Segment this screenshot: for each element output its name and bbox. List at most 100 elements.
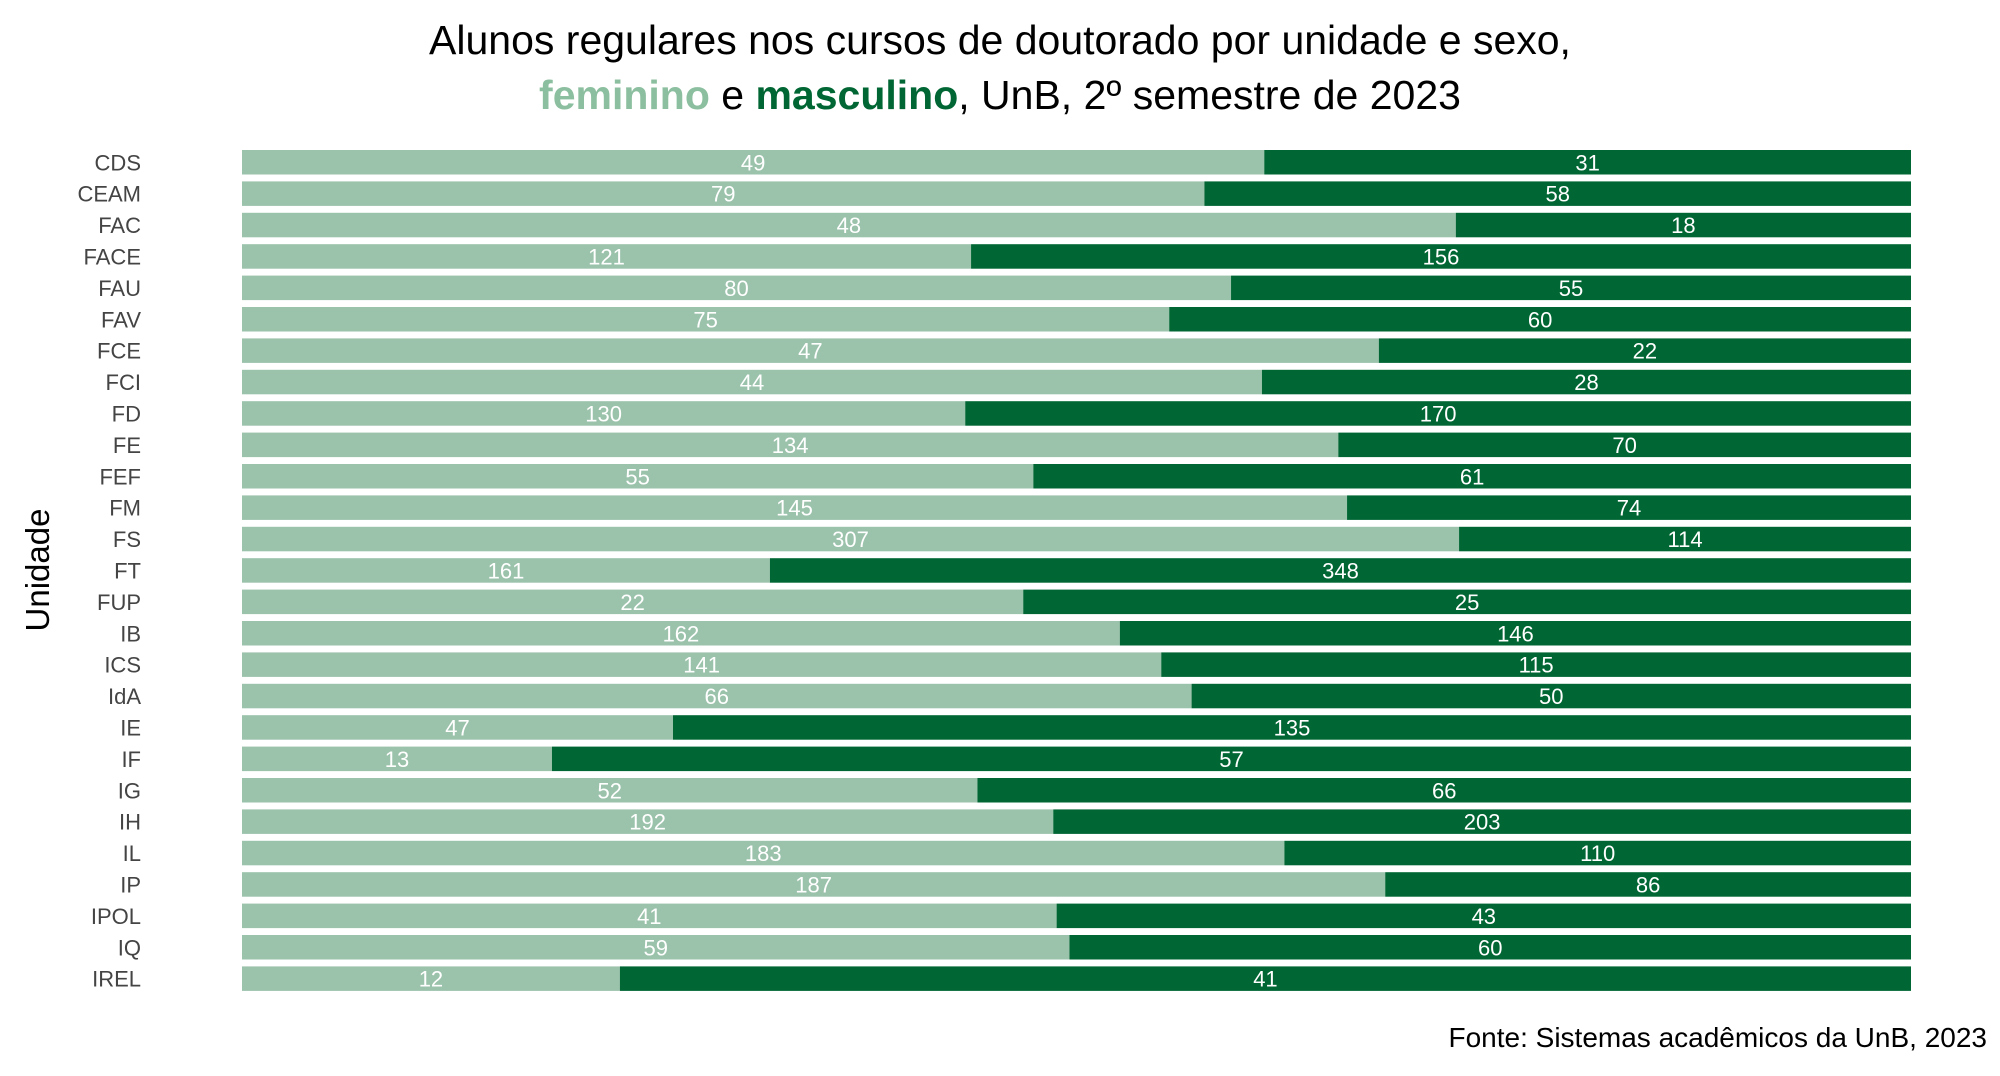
bar-feminino (242, 212, 1456, 238)
data-label-feminino: 12 (419, 967, 443, 992)
data-label-feminino: 44 (740, 370, 764, 395)
y-tick-label: FEF (99, 464, 141, 489)
bar-feminino (242, 652, 1162, 677)
data-label-masculino: 31 (1575, 150, 1599, 175)
data-label-feminino: 13 (385, 747, 409, 772)
data-label-masculino: 55 (1559, 276, 1583, 301)
bar-masculino (1119, 621, 1911, 646)
bar-feminino (242, 307, 1170, 332)
title-rest: , UnB, 2º semestre de 2023 (958, 72, 1461, 118)
y-tick-label: IB (120, 621, 141, 646)
bar-feminino (242, 558, 770, 583)
bar-feminino (242, 275, 1232, 301)
data-label-feminino: 187 (795, 872, 832, 897)
chart-title-line-2: feminino e masculino, UnB, 2º semestre d… (0, 70, 2000, 120)
bar-masculino (1053, 809, 1911, 834)
data-label-masculino: 348 (1322, 558, 1359, 583)
data-label-masculino: 58 (1545, 182, 1569, 207)
bar-masculino (1056, 903, 1911, 929)
data-label-masculino: 60 (1478, 935, 1502, 960)
data-label-masculino: 115 (1519, 653, 1554, 678)
bar-masculino (1261, 369, 1911, 395)
data-label-masculino: 50 (1539, 684, 1563, 709)
y-tick-label: IREL (92, 967, 141, 992)
y-tick-label: IE (120, 715, 141, 740)
data-label-feminino: 121 (588, 244, 625, 269)
data-label-masculino: 146 (1497, 621, 1534, 646)
bar-feminino (242, 495, 1348, 520)
y-tick-label: FAU (98, 276, 141, 301)
bar-masculino (1033, 464, 1911, 489)
bar-feminino (242, 715, 674, 740)
data-label-feminino: 192 (629, 810, 666, 835)
y-tick-label: IG (118, 778, 141, 803)
bar-masculino (673, 715, 1911, 740)
bar-feminino (242, 338, 1379, 363)
data-label-feminino: 48 (837, 213, 861, 238)
bar-masculino (619, 966, 1912, 991)
bar-feminino (242, 526, 1460, 552)
data-label-masculino: 25 (1455, 590, 1479, 615)
bar-feminino (242, 369, 1262, 395)
data-label-masculino: 28 (1574, 370, 1598, 395)
bar-feminino (242, 181, 1205, 206)
data-label-feminino: 161 (488, 558, 525, 583)
bar-masculino (1338, 432, 1911, 458)
bar-masculino (769, 558, 1911, 583)
y-tick-label: IdA (108, 684, 141, 709)
data-label-masculino: 18 (1671, 213, 1695, 238)
bar-masculino (1347, 495, 1911, 520)
data-label-masculino: 74 (1617, 496, 1641, 521)
data-label-masculino: 41 (1253, 967, 1277, 992)
data-label-feminino: 49 (741, 150, 765, 175)
bar-masculino (977, 778, 1911, 803)
bar-masculino (1023, 589, 1911, 615)
bar-masculino (965, 401, 1911, 426)
bar-feminino (242, 683, 1192, 709)
data-label-feminino: 145 (776, 496, 813, 521)
y-tick-label: FAV (101, 307, 141, 332)
y-tick-label: FE (113, 433, 141, 458)
data-label-feminino: 162 (663, 621, 700, 646)
y-tick-label: IL (123, 841, 141, 866)
bar-masculino (971, 244, 1911, 269)
title-masculino: masculino (755, 72, 959, 118)
y-tick-label: ICS (104, 653, 141, 678)
y-tick-label: FCE (97, 339, 141, 364)
y-tick-label: FAC (98, 213, 141, 238)
y-tick-label: CDS (95, 150, 141, 175)
bar-feminino (242, 244, 972, 269)
data-label-masculino: 61 (1460, 464, 1484, 489)
y-tick-label: IF (121, 747, 141, 772)
y-tick-label: IP (120, 872, 141, 897)
bar-masculino (1161, 652, 1911, 677)
bar-feminino (242, 589, 1024, 615)
data-label-feminino: 80 (724, 276, 748, 301)
bar-feminino (242, 840, 1285, 866)
y-tick-label: IPOL (91, 904, 141, 929)
bar-masculino (1385, 872, 1911, 897)
bar-feminino (242, 464, 1034, 489)
bar-feminino (242, 746, 552, 772)
y-tick-label: FCI (106, 370, 141, 395)
data-label-feminino: 59 (644, 935, 668, 960)
y-tick-label: FACE (84, 244, 141, 269)
chart-title-line-1: Alunos regulares nos cursos de doutorado… (429, 17, 1571, 63)
y-tick-label: FS (113, 527, 141, 552)
data-label-masculino: 203 (1464, 810, 1501, 835)
bar-masculino (1459, 526, 1911, 552)
bar-feminino (242, 778, 978, 803)
data-label-masculino: 66 (1432, 778, 1456, 803)
bar-feminino (242, 872, 1386, 897)
bar-feminino (242, 150, 1265, 175)
bar-masculino (1378, 338, 1911, 363)
data-label-masculino: 114 (1667, 527, 1702, 552)
data-label-masculino: 43 (1472, 904, 1496, 929)
bar-feminino (242, 809, 1054, 834)
data-label-feminino: 307 (832, 527, 869, 552)
data-label-feminino: 66 (705, 684, 729, 709)
bar-feminino (242, 621, 1120, 646)
data-label-feminino: 52 (598, 778, 622, 803)
